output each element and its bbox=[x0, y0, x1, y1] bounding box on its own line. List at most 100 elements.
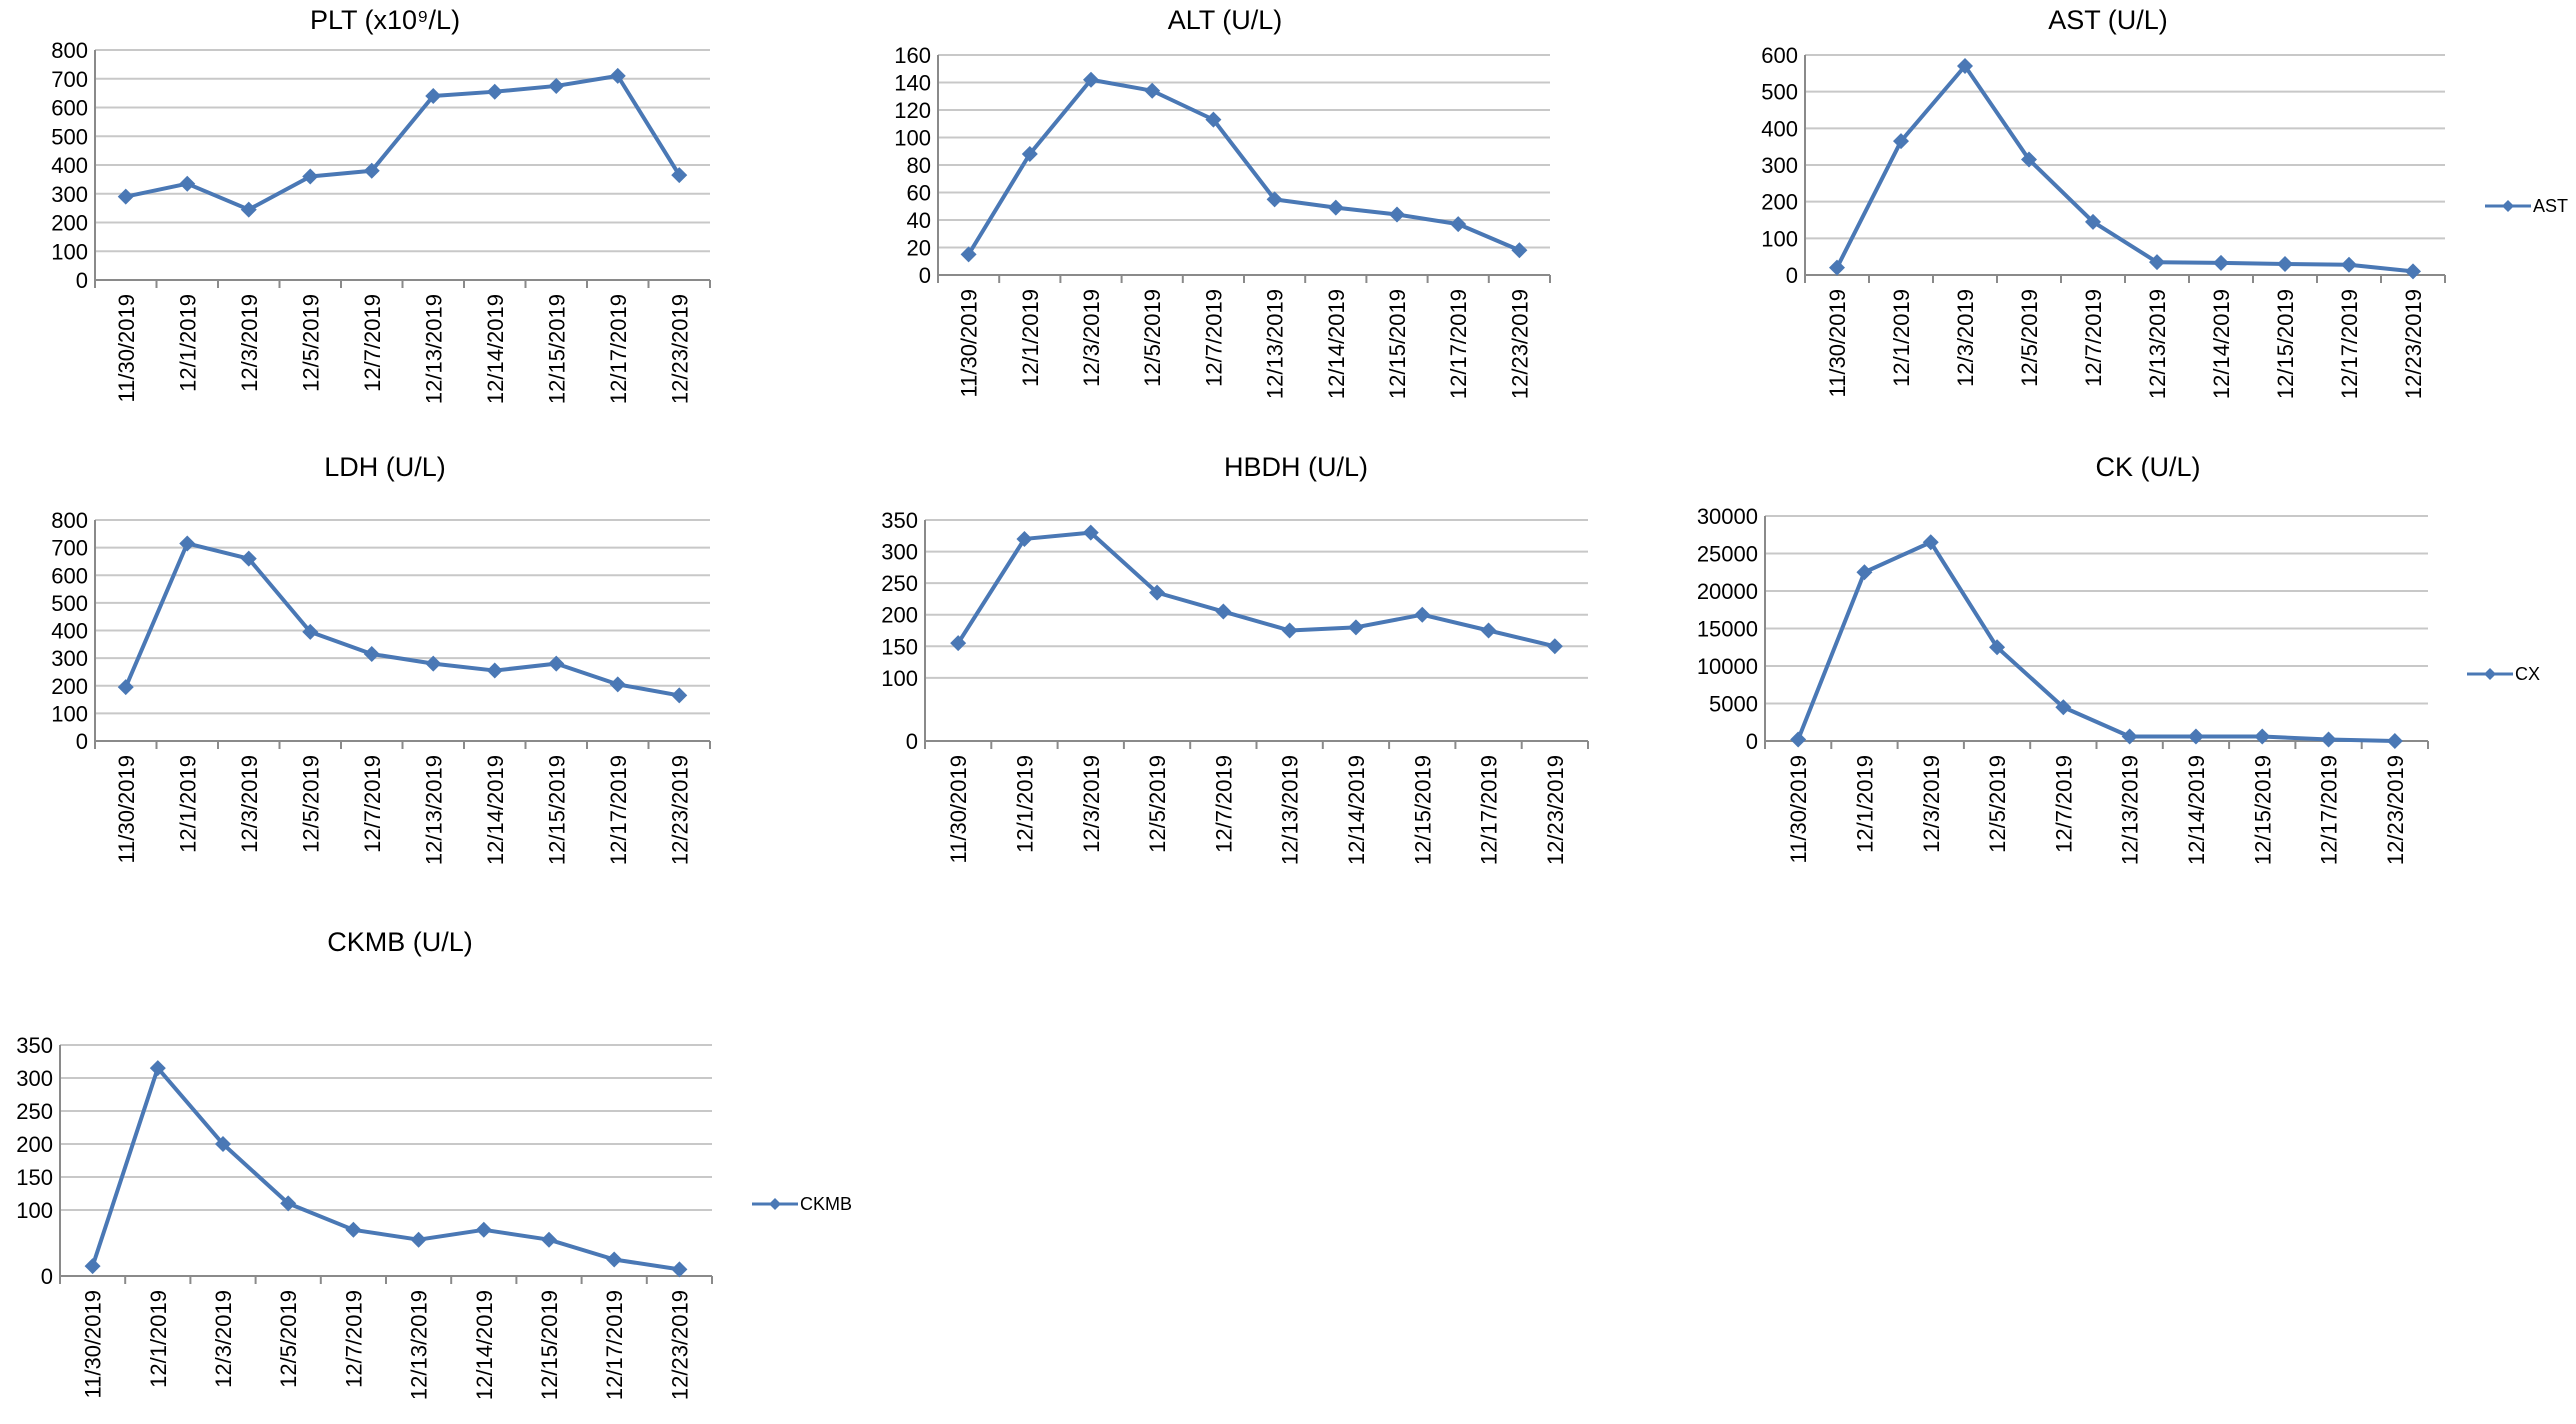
x-tick-label: 12/3/2019 bbox=[211, 1290, 236, 1388]
x-tick-label: 12/3/2019 bbox=[1079, 755, 1104, 853]
data-point bbox=[1922, 534, 1939, 551]
y-tick-label: 100 bbox=[894, 126, 931, 151]
data-point bbox=[117, 188, 134, 205]
x-tick-label: 12/7/2019 bbox=[360, 294, 385, 392]
data-point bbox=[240, 201, 257, 218]
chart-panel-hbdh: HBDH (U/L) 0 100 150 200 250 300 350 11/30/2019… bbox=[881, 452, 1589, 865]
y-tick-label: 100 bbox=[16, 1198, 53, 1223]
x-tick-label: 12/3/2019 bbox=[1919, 755, 1944, 853]
data-point bbox=[486, 662, 503, 679]
series-line bbox=[966, 77, 1521, 256]
x-tick-label: 12/5/2019 bbox=[2017, 289, 2042, 387]
data-point bbox=[609, 67, 626, 84]
data-point bbox=[179, 535, 196, 552]
data-point bbox=[671, 167, 688, 184]
x-tick-label: 12/14/2019 bbox=[2209, 289, 2234, 399]
x-tick-label: 12/3/2019 bbox=[237, 755, 262, 853]
series-line bbox=[125, 73, 681, 212]
chart-title: CKMB (U/L) bbox=[327, 927, 473, 957]
x-tick-label: 12/5/2019 bbox=[276, 1290, 301, 1388]
x-tick-label: 12/5/2019 bbox=[1985, 755, 2010, 853]
data-point bbox=[345, 1221, 362, 1238]
x-tick-label: 12/7/2019 bbox=[1201, 289, 1226, 387]
x-tick-label: 12/15/2019 bbox=[544, 294, 569, 404]
chart-panel-ast: AST (U/L) 0 100 200 300 400 500 600 11/30/2019 1… bbox=[1761, 5, 2568, 399]
y-tick-label: 700 bbox=[51, 67, 88, 92]
y-tick-label: 800 bbox=[51, 38, 88, 63]
data-point bbox=[84, 1258, 101, 1275]
data-point bbox=[1893, 133, 1909, 150]
x-tick-label: 12/17/2019 bbox=[2317, 755, 2342, 865]
data-point bbox=[363, 645, 380, 662]
x-tick-label: 12/1/2019 bbox=[1889, 289, 1914, 387]
y-tick-label: 200 bbox=[881, 603, 918, 628]
chart-panel-plt: PLT (x10⁹/L) 0 100 200 300 400 500 600 700 800 11… bbox=[51, 5, 711, 404]
x-tick-label: 12/15/2019 bbox=[2250, 755, 2275, 865]
data-point bbox=[302, 168, 319, 185]
y-tick-label: 500 bbox=[1761, 80, 1798, 105]
y-tick-label: 200 bbox=[51, 674, 88, 699]
data-point bbox=[410, 1231, 427, 1248]
x-tick-label: 12/23/2019 bbox=[1543, 755, 1568, 865]
x-tick-label: 11/30/2019 bbox=[946, 755, 971, 863]
x-tick-label: 12/23/2019 bbox=[2401, 289, 2426, 399]
x-tick-label: 12/14/2019 bbox=[2184, 755, 2209, 865]
chart-title: AST (U/L) bbox=[2048, 5, 2168, 35]
x-tick-label: 12/17/2019 bbox=[1446, 289, 1471, 399]
y-tick-label: 350 bbox=[16, 1033, 53, 1058]
data-point bbox=[1856, 564, 1873, 581]
series-line bbox=[123, 541, 680, 698]
data-point bbox=[117, 679, 134, 696]
y-tick-label: 400 bbox=[51, 153, 88, 178]
y-tick-label: 200 bbox=[51, 211, 88, 236]
data-point bbox=[2121, 728, 2138, 745]
data-point bbox=[363, 162, 380, 179]
x-tick-label: 12/17/2019 bbox=[2337, 289, 2362, 399]
data-point bbox=[671, 1261, 688, 1278]
y-tick-label: 700 bbox=[51, 536, 88, 561]
y-tick-label: 0 bbox=[1746, 729, 1758, 754]
x-tick-label: 11/30/2019 bbox=[1786, 755, 1811, 863]
data-point bbox=[1389, 206, 1405, 223]
y-tick-label: 0 bbox=[906, 729, 918, 754]
data-point bbox=[240, 550, 257, 567]
x-tick-label: 12/23/2019 bbox=[667, 755, 692, 865]
y-tick-label: 140 bbox=[894, 71, 931, 96]
x-tick-label: 12/3/2019 bbox=[237, 294, 262, 392]
data-point bbox=[179, 175, 196, 192]
x-tick-label: 12/13/2019 bbox=[2145, 289, 2170, 399]
data-point bbox=[425, 655, 442, 672]
data-point bbox=[1327, 199, 1344, 216]
x-tick-label: 11/30/2019 bbox=[114, 755, 139, 863]
y-tick-label: 160 bbox=[894, 43, 931, 68]
y-tick-label: 800 bbox=[51, 508, 88, 533]
data-point bbox=[1546, 638, 1563, 655]
data-point bbox=[1347, 619, 1364, 636]
y-tick-label: 600 bbox=[1761, 43, 1798, 68]
x-tick-label: 12/15/2019 bbox=[1410, 755, 1435, 865]
data-point bbox=[1205, 111, 1222, 128]
data-point bbox=[2320, 731, 2337, 748]
chart-title: ALT (U/L) bbox=[1168, 5, 1283, 35]
data-point bbox=[1511, 242, 1528, 259]
y-tick-label: 100 bbox=[51, 239, 88, 264]
data-point bbox=[1480, 622, 1497, 639]
y-tick-label: 500 bbox=[51, 591, 88, 616]
data-point bbox=[960, 246, 977, 263]
data-point bbox=[2213, 254, 2229, 271]
legend-label: CX bbox=[2515, 664, 2540, 684]
x-tick-label: 12/23/2019 bbox=[1507, 289, 1532, 399]
y-tick-label: 10000 bbox=[1697, 654, 1758, 679]
y-tick-label: 20000 bbox=[1697, 579, 1758, 604]
x-tick-label: 12/1/2019 bbox=[1012, 755, 1037, 853]
x-tick-label: 12/15/2019 bbox=[2273, 289, 2298, 399]
x-tick-label: 12/5/2019 bbox=[298, 755, 323, 853]
x-tick-label: 11/30/2019 bbox=[957, 289, 982, 397]
y-tick-label: 100 bbox=[1761, 226, 1798, 251]
data-point bbox=[548, 77, 565, 94]
chart-panel-ckmb: CKMB (U/L) 0 100 150 200 250 300 350 11/30/2019… bbox=[16, 927, 852, 1400]
y-tick-label: 300 bbox=[16, 1066, 53, 1091]
